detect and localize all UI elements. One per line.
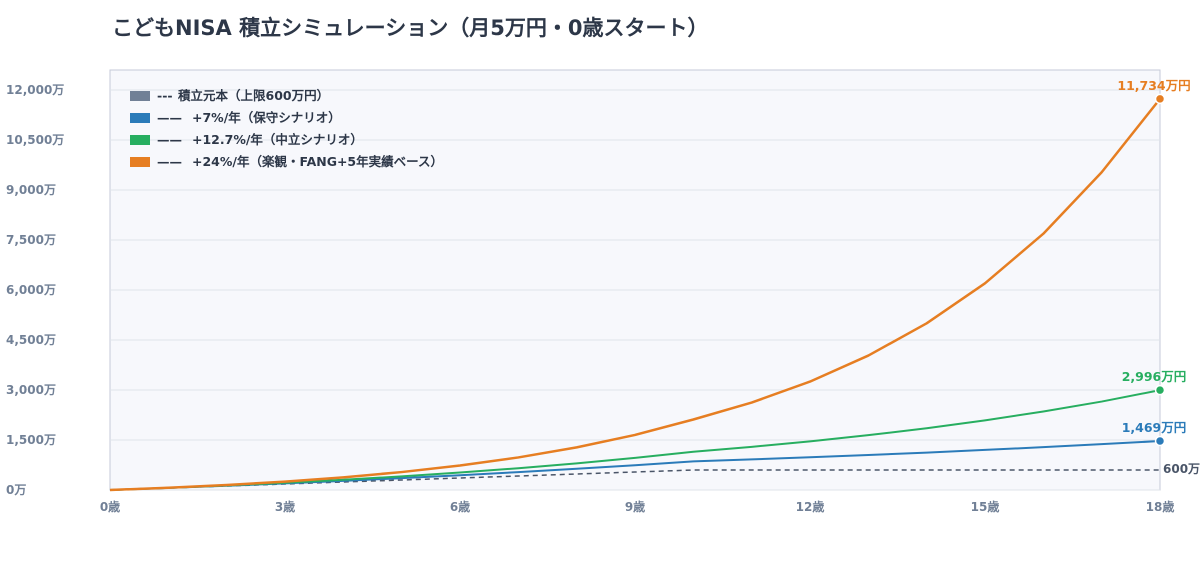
x-tick-label: 6歳 bbox=[450, 499, 470, 514]
legend-prefix: —— bbox=[157, 132, 182, 147]
y-tick-label: 6,000万 bbox=[6, 283, 56, 297]
x-tick-label: 0歳 bbox=[100, 499, 120, 514]
y-tick-label: 0万 bbox=[6, 483, 26, 497]
y-tick-label: 7,500万 bbox=[6, 233, 56, 247]
legend-prefix: —— bbox=[157, 154, 182, 169]
legend-prefix: —— bbox=[157, 110, 182, 125]
legend-label: +24%/年（楽観・FANG+5年実績ベース） bbox=[192, 154, 443, 169]
end-label: 2,996万円 bbox=[1122, 369, 1187, 384]
y-tick-label: 1,500万 bbox=[6, 433, 56, 447]
legend: --- 積立元本（上限600万円） —— +7%/年（保守シナリオ） —— +12.7%/… bbox=[130, 88, 443, 169]
legend-swatch bbox=[130, 113, 150, 123]
x-axis: 0歳 3歳 6歳 9歳 12歳 15歳 18歳 bbox=[100, 499, 1175, 514]
x-tick-label: 15歳 bbox=[971, 499, 1000, 514]
y-tick-label: 9,000万 bbox=[6, 183, 56, 197]
y-tick-label: 10,500万 bbox=[6, 133, 64, 147]
end-label: 1,469万円 bbox=[1122, 420, 1187, 435]
x-tick-label: 3歳 bbox=[275, 499, 295, 514]
y-tick-label: 4,500万 bbox=[6, 333, 56, 347]
legend-label: 積立元本（上限600万円） bbox=[177, 88, 329, 103]
end-label: 11,734万円 bbox=[1117, 78, 1190, 93]
x-tick-label: 12歳 bbox=[796, 499, 825, 514]
legend-label: +12.7%/年（中立シナリオ） bbox=[192, 132, 363, 147]
end-label: 600万 bbox=[1163, 462, 1200, 476]
end-labels: 600万 1,469万円 2,996万円 11,734万円 bbox=[1117, 78, 1200, 476]
legend-swatch bbox=[130, 135, 150, 145]
y-axis: 0万 1,500万 3,000万 4,500万 6,000万 7,500万 9,000万 10… bbox=[6, 83, 64, 497]
end-point bbox=[1154, 93, 1166, 105]
end-point bbox=[1154, 435, 1166, 447]
chart-title: こどもNISA 積立シミュレーション（月5万円・0歳スタート） bbox=[112, 16, 709, 40]
x-tick-label: 9歳 bbox=[625, 499, 645, 514]
legend-prefix: --- bbox=[157, 88, 173, 103]
series-lines bbox=[109, 98, 1161, 492]
x-tick-label: 18歳 bbox=[1146, 499, 1175, 514]
y-tick-label: 12,000万 bbox=[6, 83, 64, 97]
grid-lines bbox=[110, 89, 1160, 491]
end-point bbox=[1154, 384, 1166, 396]
legend-label: +7%/年（保守シナリオ） bbox=[192, 110, 341, 125]
y-tick-label: 3,000万 bbox=[6, 383, 56, 397]
series-line bbox=[109, 98, 1161, 492]
legend-swatch bbox=[130, 91, 150, 101]
legend-swatch bbox=[130, 157, 150, 167]
